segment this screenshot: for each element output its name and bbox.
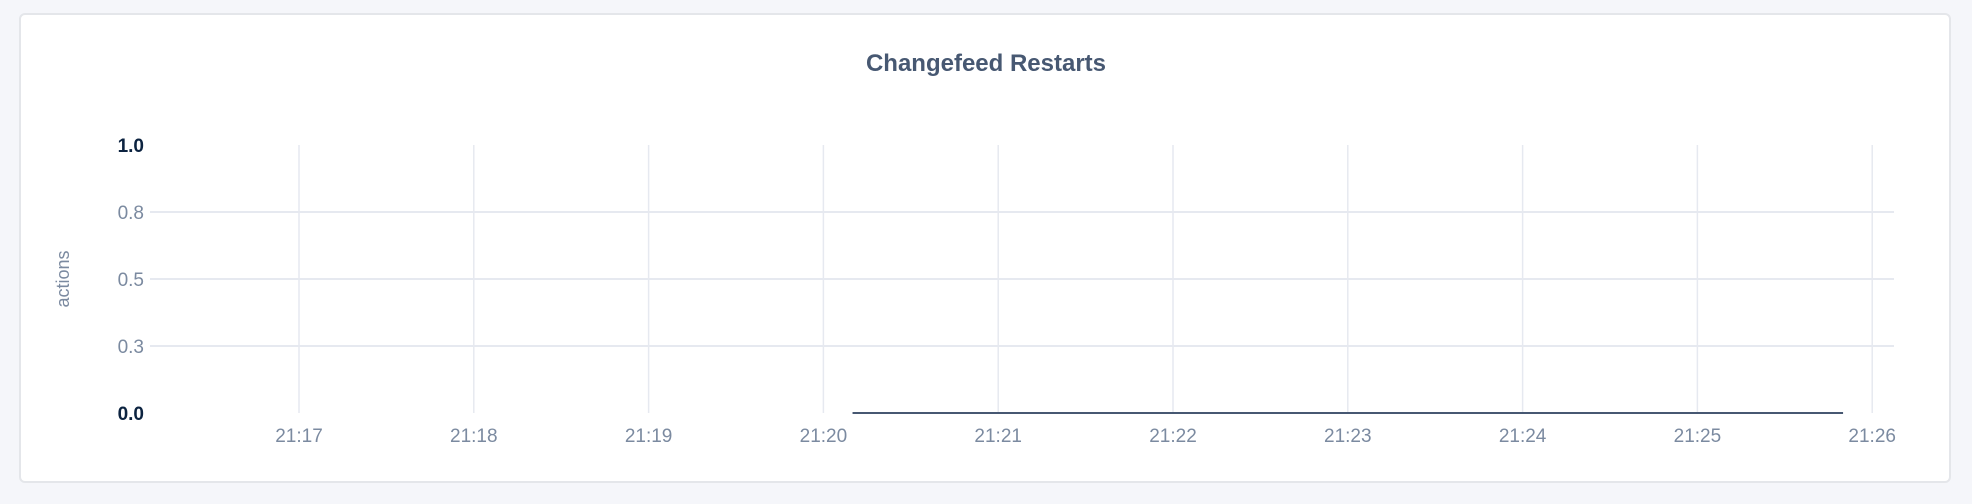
y-axis-label: actions xyxy=(53,250,73,307)
x-tick-label: 21:20 xyxy=(800,426,848,447)
x-tick-label: 21:18 xyxy=(450,426,498,447)
x-tick-label: 21:24 xyxy=(1499,426,1547,447)
y-tick-label: 0.8 xyxy=(118,203,144,224)
x-tick-label: 21:17 xyxy=(275,426,323,447)
x-tick-label: 21:23 xyxy=(1324,426,1372,447)
x-tick-label: 21:25 xyxy=(1674,426,1722,447)
x-tick-label: 21:19 xyxy=(625,426,673,447)
y-tick-label: 0.3 xyxy=(118,337,144,358)
chart-title: Changefeed Restarts xyxy=(865,50,1107,77)
x-tick-label: 21:21 xyxy=(974,426,1022,447)
chart-card xyxy=(19,13,1951,483)
y-tick-label: 0.5 xyxy=(118,270,144,291)
x-tick-label: 21:26 xyxy=(1848,426,1896,447)
x-tick-label: 21:22 xyxy=(1149,426,1197,447)
y-tick-label: 1.0 xyxy=(118,136,144,157)
y-tick-label: 0.0 xyxy=(118,404,144,425)
